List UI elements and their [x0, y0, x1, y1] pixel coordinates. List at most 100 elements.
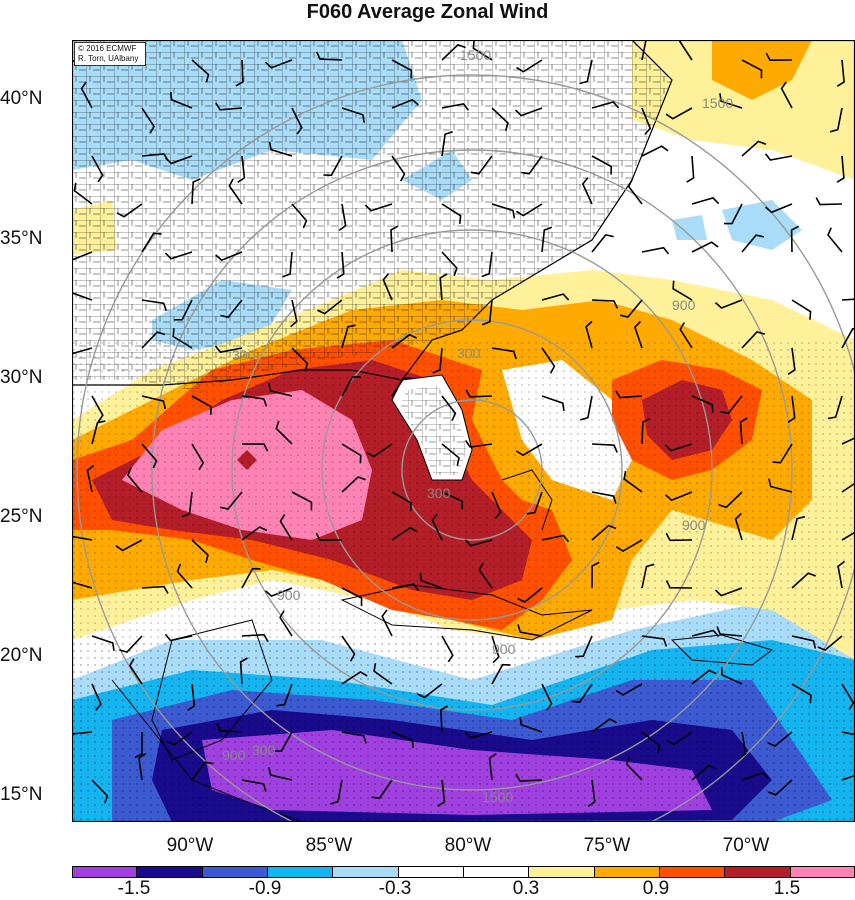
wind-barb — [391, 491, 412, 511]
wind-barb — [134, 731, 143, 759]
wind-barb — [491, 347, 517, 360]
wind-barb — [241, 443, 269, 452]
light-blue-region-atlantic — [722, 200, 802, 250]
wind-barb — [768, 478, 793, 493]
wind-barb — [341, 375, 361, 397]
wind-barb — [724, 203, 743, 225]
wind-barb — [741, 771, 770, 781]
wind-barb — [627, 178, 643, 205]
wind-barb — [587, 779, 596, 807]
wind-barb — [678, 40, 693, 61]
wind-barb — [381, 609, 393, 637]
wind-barb — [465, 389, 493, 398]
wind-barb — [239, 657, 248, 685]
contour-label: 900 — [492, 641, 516, 657]
wind-barb — [641, 40, 647, 61]
wind-barb — [665, 491, 693, 502]
wind-barb — [216, 722, 243, 733]
us-land-counties — [72, 40, 672, 390]
wind-barb — [791, 572, 816, 589]
wind-barb — [491, 203, 516, 219]
wind-barb — [591, 718, 618, 733]
wind-barb — [80, 81, 93, 109]
wind-barb — [437, 779, 446, 807]
wind-barb — [841, 683, 855, 711]
wind-barb — [176, 563, 193, 589]
wind-barb — [691, 629, 720, 637]
light-blue-region-small — [672, 215, 707, 240]
wind-barbs — [72, 40, 855, 807]
wind-barb — [780, 81, 793, 109]
wind-barb — [541, 226, 553, 253]
wind-barb — [220, 491, 243, 510]
wind-barb — [741, 140, 767, 157]
wind-barb — [441, 251, 458, 276]
wind-barb — [91, 420, 106, 445]
wind-barb — [841, 774, 855, 781]
wind-barb — [170, 91, 193, 109]
wind-barb — [625, 756, 643, 781]
wind-barb — [373, 663, 393, 685]
wind-barb — [273, 731, 293, 753]
wind-barb — [172, 328, 193, 349]
wind-barb — [268, 141, 293, 157]
wind-barb — [166, 731, 193, 746]
wind-barb — [591, 443, 618, 453]
wind-barb — [91, 635, 115, 652]
wind-barb — [691, 395, 714, 413]
wind-barb — [291, 107, 303, 135]
lat-label-30n: 30°N — [0, 367, 43, 388]
wind-barb — [291, 347, 309, 372]
wind-barb — [836, 155, 845, 183]
wind-barb — [141, 299, 168, 312]
wind-barb — [620, 299, 643, 318]
credit-author: R. Torn, UAlbany — [78, 54, 139, 63]
map-canvas: 1500 1500 1500 900 900 900 900 300 300 300 900 300 — [72, 40, 855, 822]
wind-barb — [191, 395, 213, 415]
wind-barb — [641, 731, 661, 754]
wind-barb — [279, 610, 293, 637]
coastline-east-us — [401, 40, 673, 381]
colorbar-label-0-9: 0.9 — [642, 878, 670, 899]
wind-barb — [691, 669, 717, 685]
wind-barb — [772, 443, 793, 464]
wind-barb — [91, 155, 104, 183]
wind-barb — [739, 417, 748, 445]
wind-barb — [91, 683, 102, 711]
wind-barb — [441, 443, 460, 466]
wind-barb — [315, 532, 343, 542]
contour-label: 1500 — [460, 47, 491, 63]
wind-barb — [541, 534, 570, 543]
wind-barb — [491, 107, 509, 132]
wind-barb — [765, 203, 793, 214]
wind-barb — [341, 324, 356, 349]
wind-barb — [391, 98, 419, 109]
wind-barb — [517, 624, 543, 637]
wind-barb — [86, 464, 95, 493]
wind-barb — [765, 52, 793, 62]
wind-barb — [126, 467, 143, 493]
colorbar-label-neg-0-3: -0.3 — [378, 878, 412, 899]
wind-barb — [768, 779, 793, 796]
wind-barb — [790, 225, 800, 253]
wind-barb — [615, 683, 643, 696]
wind-barb — [515, 443, 543, 457]
wind-barb — [191, 178, 201, 205]
wind-barb — [115, 539, 143, 552]
wind-barb — [720, 395, 743, 415]
wind-barb — [665, 580, 693, 589]
wind-barb — [738, 731, 747, 760]
wind-barb — [187, 683, 196, 711]
wind-barb — [641, 107, 652, 135]
wind-barb — [787, 347, 796, 375]
wind-barb — [73, 182, 93, 205]
colorbar-segment-1 — [136, 866, 202, 878]
wind-barb — [464, 539, 493, 547]
colorbar-label-1-5: 1.5 — [773, 878, 801, 899]
lon-label-80w: 80°W — [444, 835, 492, 856]
lon-label-85w: 85°W — [305, 835, 353, 856]
wind-barb — [72, 731, 93, 735]
wind-barb — [237, 155, 246, 183]
wind-barb — [580, 395, 593, 421]
wind-barb — [672, 280, 693, 301]
